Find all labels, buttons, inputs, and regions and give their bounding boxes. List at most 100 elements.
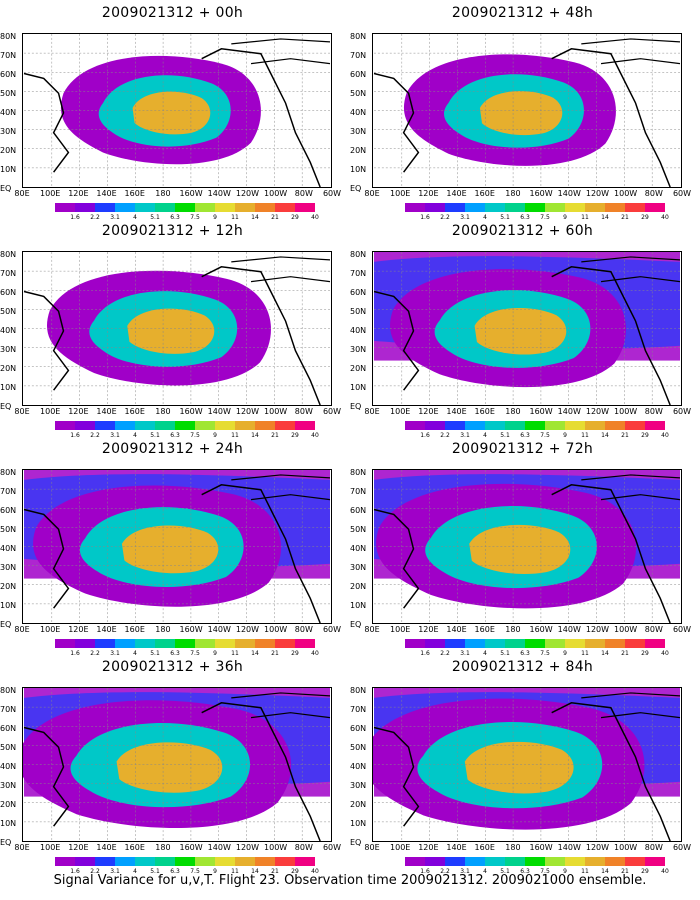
map-panel-60h: 2009021312 + 60h 80N 70N 60N 50N 40N 30N 20N 10N… bbox=[350, 223, 695, 439]
y-tick-label: 20N bbox=[350, 582, 367, 591]
colorbar-swatch bbox=[445, 421, 465, 430]
y-tick-label: 80N bbox=[0, 468, 17, 477]
y-tick-label: 70N bbox=[350, 705, 367, 714]
colorbar-swatch bbox=[75, 639, 95, 648]
colorbar-label: 3.1 bbox=[460, 868, 470, 875]
panel-title: 2009021312 + 48h bbox=[451, 5, 594, 21]
colorbar-swatch bbox=[235, 203, 255, 212]
colorbar-label: 14 bbox=[601, 868, 609, 875]
colorbar-label: 2.2 bbox=[90, 650, 100, 657]
y-tick-label: EQ bbox=[350, 620, 362, 629]
colorbar-label: 29 bbox=[641, 868, 649, 875]
colorbar-label: 9 bbox=[563, 868, 567, 875]
y-tick-label: EQ bbox=[0, 184, 12, 193]
colorbar-label: 5.1 bbox=[150, 868, 160, 875]
x-tick-label: 180 bbox=[155, 189, 171, 198]
colorbar-swatch bbox=[565, 857, 585, 866]
x-tick-label: 80W bbox=[644, 843, 663, 852]
y-tick-label: EQ bbox=[350, 402, 362, 411]
colorbar-label: 5.1 bbox=[150, 432, 160, 439]
x-tick-label: 140W bbox=[207, 843, 231, 852]
x-tick-label: 100E bbox=[390, 189, 411, 198]
y-tick-label: 80N bbox=[350, 250, 367, 259]
colorbar-swatch bbox=[55, 203, 75, 212]
colorbar-label: 6.3 bbox=[520, 650, 530, 657]
colorbar-label: 6.3 bbox=[520, 868, 530, 875]
colorbar-label: 11 bbox=[581, 214, 589, 221]
colorbar-label: 5.1 bbox=[500, 214, 510, 221]
colorbar-label: 4 bbox=[483, 650, 487, 657]
colorbar-swatch bbox=[505, 857, 525, 866]
y-tick-label: 20N bbox=[350, 364, 367, 373]
x-tick-label: 160E bbox=[124, 625, 145, 634]
colorbar-label: 4 bbox=[133, 650, 137, 657]
colorbar-swatch bbox=[465, 639, 485, 648]
colorbar-swatch bbox=[425, 421, 445, 430]
y-tick-label: 20N bbox=[0, 800, 17, 809]
colorbar-label: 29 bbox=[291, 868, 299, 875]
y-tick-label: EQ bbox=[350, 184, 362, 193]
colorbar-label: 4 bbox=[133, 214, 137, 221]
colorbar bbox=[55, 857, 315, 866]
colorbar-swatch bbox=[645, 421, 665, 430]
colorbar-swatch bbox=[405, 203, 425, 212]
x-tick-label: 160E bbox=[124, 189, 145, 198]
colorbar-label: 1.6 bbox=[70, 650, 80, 657]
variance-map bbox=[22, 469, 332, 624]
x-tick-label: 100W bbox=[614, 625, 638, 634]
colorbar-label: 1.6 bbox=[70, 432, 80, 439]
colorbar-swatch bbox=[175, 203, 195, 212]
colorbar-swatch bbox=[215, 203, 235, 212]
x-tick-label: 120W bbox=[235, 189, 260, 198]
x-tick-label: 60W bbox=[322, 189, 342, 198]
colorbar-swatch bbox=[175, 421, 195, 430]
colorbar bbox=[405, 639, 665, 648]
colorbar-swatch bbox=[425, 857, 445, 866]
colorbar-swatch bbox=[645, 203, 665, 212]
colorbar-swatch bbox=[565, 203, 585, 212]
y-tick-label: EQ bbox=[350, 838, 362, 847]
colorbar-swatch bbox=[625, 421, 645, 430]
colorbar-label: 29 bbox=[641, 432, 649, 439]
colorbar-swatch bbox=[505, 639, 525, 648]
colorbar-label: 2.2 bbox=[90, 432, 100, 439]
colorbar-swatch bbox=[465, 857, 485, 866]
colorbar-label: 11 bbox=[581, 432, 589, 439]
colorbar-swatch bbox=[625, 203, 645, 212]
colorbar-swatch bbox=[505, 203, 525, 212]
colorbar-label: 11 bbox=[231, 214, 239, 221]
colorbar-label: 2.2 bbox=[440, 650, 450, 657]
x-tick-label: 180 bbox=[155, 625, 171, 634]
y-tick-label: 60N bbox=[0, 288, 17, 297]
x-tick-label: 120E bbox=[418, 625, 439, 634]
variance-map bbox=[22, 251, 332, 406]
x-tick-label: 160W bbox=[179, 625, 203, 634]
colorbar-label: 40 bbox=[311, 868, 319, 875]
x-tick-label: 140E bbox=[96, 189, 117, 198]
x-tick-label: 160E bbox=[124, 843, 145, 852]
colorbar-label: 7.5 bbox=[540, 650, 550, 657]
colorbar-swatch bbox=[275, 203, 295, 212]
colorbar-label: 5.1 bbox=[500, 432, 510, 439]
y-tick-label: 50N bbox=[0, 525, 17, 534]
map-panel-84h: 2009021312 + 84h 80N 70N 60N 50N 40N 30N 20N 10N… bbox=[350, 659, 695, 875]
x-tick-label: 160E bbox=[474, 189, 495, 198]
colorbar-label: 2.2 bbox=[440, 432, 450, 439]
colorbar-label: 7.5 bbox=[190, 432, 200, 439]
y-tick-label: 10N bbox=[350, 165, 367, 174]
colorbar-label: 14 bbox=[601, 650, 609, 657]
y-tick-label: 20N bbox=[350, 800, 367, 809]
x-tick-label: 80E bbox=[364, 407, 380, 416]
x-tick-label: 80E bbox=[14, 625, 30, 634]
x-tick-label: 80W bbox=[644, 189, 663, 198]
colorbar-swatch bbox=[445, 857, 465, 866]
colorbar-swatch bbox=[95, 203, 115, 212]
colorbar-label: 2.2 bbox=[440, 214, 450, 221]
y-tick-label: 30N bbox=[350, 563, 367, 572]
colorbar-label: 7.5 bbox=[190, 650, 200, 657]
colorbar-swatch bbox=[485, 421, 505, 430]
x-tick-label: 160E bbox=[474, 407, 495, 416]
colorbar-swatch bbox=[95, 639, 115, 648]
colorbar-swatch bbox=[425, 203, 445, 212]
colorbar-label: 3.1 bbox=[110, 214, 120, 221]
